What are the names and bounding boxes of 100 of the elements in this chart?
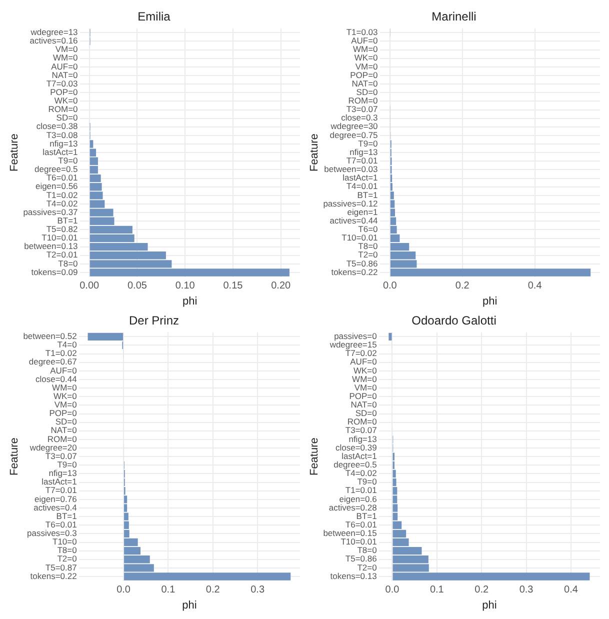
y-tick-label: wdegree=20: [28, 442, 78, 452]
y-tick-label: ROM=0: [48, 104, 78, 114]
y-tick-label: T9=0: [57, 460, 78, 470]
y-tick-label: tokens=0.22: [30, 570, 78, 581]
y-tick-label: NAT=0: [52, 70, 78, 80]
y-tick-label: nfig=13: [348, 434, 378, 444]
y-tick-label: AUF=0: [51, 61, 78, 72]
y-tick-label: passives=0: [334, 331, 378, 342]
y-tick-label: eigen=0.6: [339, 494, 378, 504]
y-tick-label: T8=0: [358, 241, 378, 252]
y-tick-label: actives=0.16: [30, 36, 78, 46]
y-tick-label: T7=0.03: [46, 78, 78, 88]
y-tick-label: degree=0.67: [28, 356, 78, 367]
y-tick-label: T3=0.07: [346, 104, 378, 114]
y-tick-label: T6=0.01: [345, 519, 378, 530]
y-tick-label: SD=0: [56, 112, 78, 123]
y-tick-label: POP=0: [49, 408, 78, 418]
y-tick-label: between=0.52: [23, 331, 78, 342]
x-tick-label: 0.4: [528, 280, 542, 292]
y-tick-label: close=0.44: [35, 374, 78, 384]
y-tick-label: T6=0.01: [45, 519, 78, 530]
y-tick-label: between=0.15: [323, 528, 378, 538]
y-tick-label: T3=0.07: [345, 425, 378, 436]
y-tick-label: passives=0.3: [26, 528, 78, 538]
y-tick-label: T5=0.86: [346, 258, 378, 268]
x-axis-title: phi: [482, 599, 497, 612]
y-tick-label: T10=0.01: [340, 536, 378, 547]
y-tick-label: T1=0.01: [345, 485, 378, 496]
y-tick-label: WM=0: [52, 382, 78, 392]
y-tick-label: eigen=0.76: [34, 494, 78, 504]
y-tick-label: T1=0.03: [346, 27, 378, 38]
y-axis-title: Feature: [8, 134, 21, 172]
y-tick-label: POP=0: [350, 70, 378, 80]
x-tick-label: 0.10: [175, 280, 196, 292]
x-tick-label: 0.0: [382, 280, 398, 292]
y-tick-label: close=0.3: [341, 112, 378, 123]
x-tick-label: 0.2: [474, 584, 489, 596]
y-tick-label: T9=0: [357, 476, 378, 487]
y-tick-label: T10=0.01: [342, 232, 378, 243]
bar: [388, 332, 392, 341]
y-tick-label: ROM=0: [47, 434, 78, 444]
y-tick-label: NAT=0: [352, 78, 378, 88]
y-tick-label: lastAct=1: [342, 450, 378, 461]
y-tick-label: T6=0: [358, 224, 378, 234]
x-tick-label: 0.2: [455, 280, 470, 292]
x-tick-label: 0.05: [127, 280, 148, 292]
y-tick-label: T9=0: [58, 156, 78, 166]
y-tick-label: BT=1: [357, 190, 378, 200]
y-tick-label: wdegree=15: [328, 340, 378, 350]
x-tick-label: 0.20: [271, 280, 292, 292]
y-tick-label: SD=0: [355, 408, 378, 418]
y-tick-label: wdegree=30: [330, 121, 378, 132]
y-tick-label: passives=0.37: [23, 206, 78, 217]
y-tick-label: BT=1: [56, 510, 78, 521]
y-tick-label: WM=0: [352, 374, 378, 384]
x-tick-label: 0.1: [430, 584, 444, 596]
y-tick-label: T2=0.01: [46, 250, 78, 260]
x-tick-label: 0.0: [116, 584, 131, 596]
y-tick-label: between=0.13: [24, 241, 78, 252]
chart-title: Marinelli: [432, 10, 476, 24]
x-tick-label: 0.15: [223, 280, 244, 292]
y-tick-label: T2=0: [357, 562, 378, 572]
y-tick-label: T8=0: [57, 545, 78, 556]
y-tick-label: T8=0: [58, 258, 78, 268]
y-tick-label: WK=0: [353, 365, 378, 376]
y-tick-label: T4=0.02: [345, 468, 378, 478]
chart-title: Der Prinz: [128, 314, 180, 328]
y-tick-label: passives=0.12: [323, 198, 378, 208]
y-tick-label: eigen=1: [347, 206, 378, 217]
y-tick-label: NAT=0: [50, 425, 78, 436]
x-axis-title: phi: [482, 295, 498, 308]
y-tick-label: VM=0: [355, 61, 378, 72]
y-tick-label: T10=0: [52, 536, 78, 547]
y-axis-title: Feature: [308, 438, 321, 476]
y-tick-label: between=0.03: [324, 164, 378, 174]
x-tick-label: 0.1: [161, 584, 176, 596]
y-tick-label: T9=0: [358, 138, 378, 148]
y-tick-label: AUF=0: [50, 365, 78, 376]
y-tick-label: nfig=13: [50, 138, 78, 148]
y-tick-label: T7=0.01: [45, 485, 78, 496]
chart-title: Odoardo Galotti: [412, 314, 496, 328]
y-tick-label: WM=0: [52, 52, 78, 63]
x-axis-title: phi: [182, 295, 198, 308]
x-tick-label: 0.2: [206, 584, 220, 596]
x-tick-label: 0.3: [519, 584, 534, 596]
y-tick-label: VM=0: [54, 400, 78, 410]
y-tick-label: WK=0: [354, 52, 378, 63]
y-tick-label: T5=0.82: [46, 224, 78, 234]
y-tick-label: degree=0.5: [334, 460, 378, 470]
y-tick-label: SD=0: [55, 416, 78, 427]
y-tick-label: WK=0: [54, 96, 78, 106]
y-tick-label: VM=0: [354, 382, 378, 392]
y-axis-title: Feature: [308, 134, 321, 172]
y-tick-label: BT=1: [57, 215, 78, 226]
y-tick-label: T4=0: [57, 340, 78, 350]
y-tick-label: lastAct=1: [342, 172, 378, 183]
y-tick-label: AUF=0: [350, 356, 378, 367]
x-tick-label: 0.0: [385, 584, 400, 596]
y-tick-label: nfig=13: [48, 468, 78, 478]
y-tick-label: SD=0: [356, 86, 378, 97]
